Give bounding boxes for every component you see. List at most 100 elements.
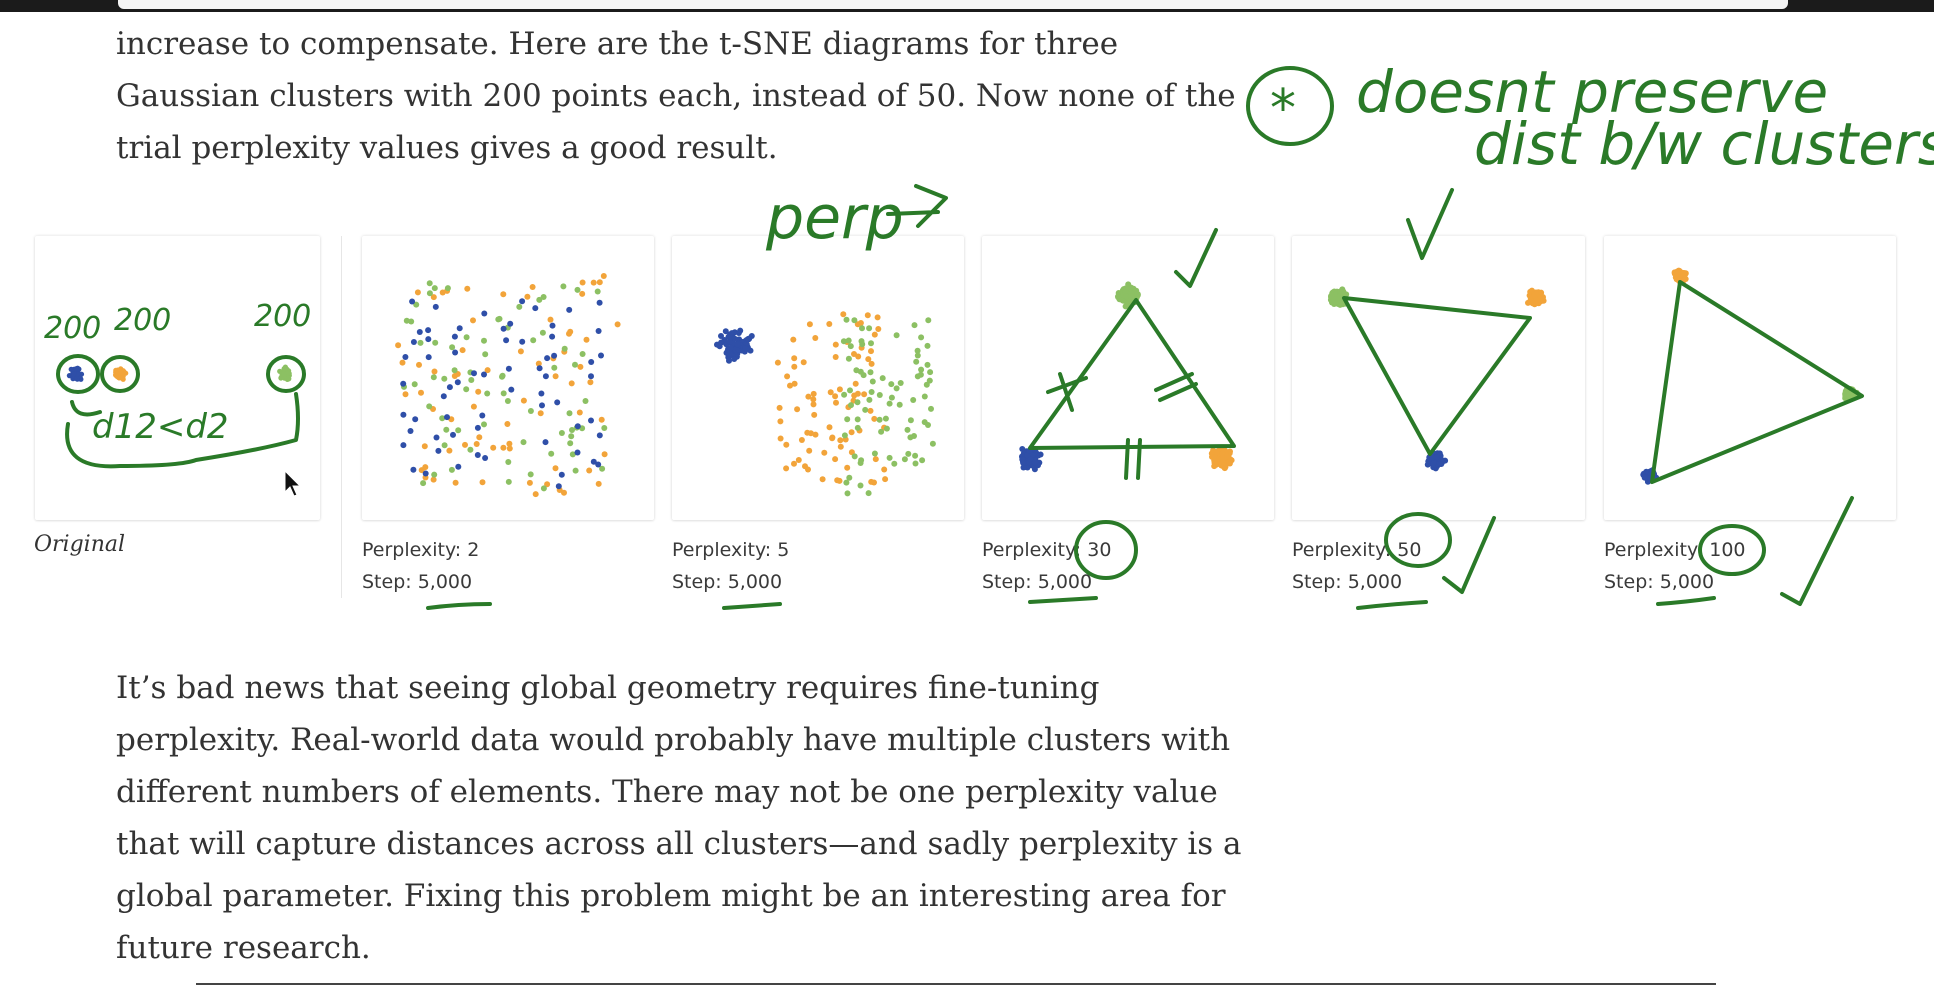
scatter-point	[883, 425, 890, 432]
scatter-point	[527, 471, 534, 478]
scatter-point	[426, 403, 433, 410]
scatter-point	[566, 410, 573, 417]
scatter-point	[774, 359, 781, 366]
scatter-point	[431, 285, 438, 292]
scatter-point	[790, 336, 797, 343]
underline	[722, 602, 782, 610]
scatter-point	[435, 447, 442, 454]
panel-perplexity-2	[362, 236, 654, 520]
scatter-point	[506, 440, 513, 447]
scatter-point	[536, 296, 543, 303]
scatter-point	[881, 466, 888, 473]
scatter-point	[924, 342, 931, 349]
scatter-point	[860, 372, 867, 379]
scatter-point	[468, 377, 475, 383]
scatter-point	[718, 333, 724, 339]
scatter-point	[544, 481, 551, 488]
scatter-point	[505, 459, 512, 465]
original-label: Original	[34, 532, 126, 557]
scatter-point	[846, 474, 853, 481]
scatter-point	[430, 374, 437, 381]
scatter-point	[499, 373, 505, 380]
scatter-point	[596, 299, 603, 306]
scatter-point	[520, 397, 527, 404]
scatter-point	[878, 428, 885, 435]
scatter-point	[614, 321, 621, 328]
scatter-point	[451, 367, 458, 374]
scatter-point	[432, 339, 439, 346]
scatter-perplexity-50	[1327, 286, 1547, 472]
scatter-point	[474, 424, 481, 431]
paragraph-after-figure: It’s bad news that seeing global geometr…	[116, 670, 1242, 966]
scatter-point	[867, 369, 874, 376]
address-bar[interactable]	[118, 0, 1788, 9]
scatter-point	[726, 338, 733, 345]
scatter-point	[901, 456, 908, 463]
scatter-point	[409, 298, 416, 305]
scatter-point	[519, 338, 526, 345]
scatter-point	[456, 325, 463, 332]
scatter-point	[577, 363, 584, 370]
scatter-point	[500, 390, 507, 397]
scatter-point	[549, 333, 556, 340]
perp-arrow-icon	[886, 184, 948, 228]
scatter-point	[481, 310, 488, 317]
scatter-point	[71, 371, 77, 377]
scatter-point	[500, 444, 507, 451]
scatter-point	[482, 351, 489, 358]
scatter-point	[600, 273, 607, 279]
scatter-point	[403, 317, 410, 324]
scatter-point	[840, 311, 847, 318]
scatter-point	[448, 466, 455, 473]
scatter-point	[574, 423, 581, 430]
scatter-point	[463, 334, 470, 341]
scatter-point	[872, 456, 879, 463]
scatter-point	[924, 361, 931, 368]
scatter-point	[1211, 457, 1218, 464]
scatter-point	[444, 285, 451, 292]
scatter-point	[819, 476, 826, 483]
step-value: Step: 5,000	[1292, 571, 1403, 593]
scatter-point	[539, 402, 545, 409]
scatter-point	[425, 327, 432, 334]
scatter-point	[576, 409, 583, 416]
scatter-point	[484, 367, 491, 374]
scatter-point	[907, 417, 914, 424]
scatter-point	[548, 450, 555, 457]
perplexity-value: Perplexity: 100	[1604, 539, 1746, 561]
scatter-point	[572, 361, 578, 368]
scatter-point	[410, 466, 417, 473]
scatter-point	[905, 450, 912, 457]
scatter-point	[1534, 289, 1541, 296]
scatter-point	[431, 471, 438, 478]
scatter-point	[737, 327, 744, 334]
scatter-point	[848, 402, 854, 409]
scatter-point	[495, 316, 502, 323]
panel-original	[35, 236, 320, 520]
scatter-point	[520, 439, 527, 446]
scatter-point	[588, 373, 594, 380]
scatter-perplexity-2	[395, 273, 621, 498]
scatter-point	[470, 317, 476, 324]
mouse-cursor-icon	[284, 470, 302, 497]
scatter-point	[441, 375, 448, 382]
scatter-point	[538, 390, 545, 397]
scatter-point	[542, 373, 549, 380]
scatter-point	[844, 416, 851, 423]
scatter-point	[561, 345, 568, 352]
scatter-point	[882, 476, 889, 483]
scatter-point	[572, 467, 579, 474]
scatter-point	[535, 360, 542, 367]
scatter-perplexity-5	[714, 311, 936, 497]
scatter-point	[481, 371, 487, 378]
panel-perplexity-50	[1292, 236, 1585, 520]
scatter-point	[598, 352, 604, 359]
scatter-point	[865, 490, 872, 497]
scatter-point	[893, 385, 900, 392]
scatter-point	[566, 306, 573, 313]
panel-perplexity-30	[982, 236, 1274, 520]
panel-perplexity-5	[672, 236, 964, 520]
scatter-point	[529, 284, 536, 290]
scatter-point	[1024, 452, 1031, 459]
scatter-point	[851, 317, 858, 324]
